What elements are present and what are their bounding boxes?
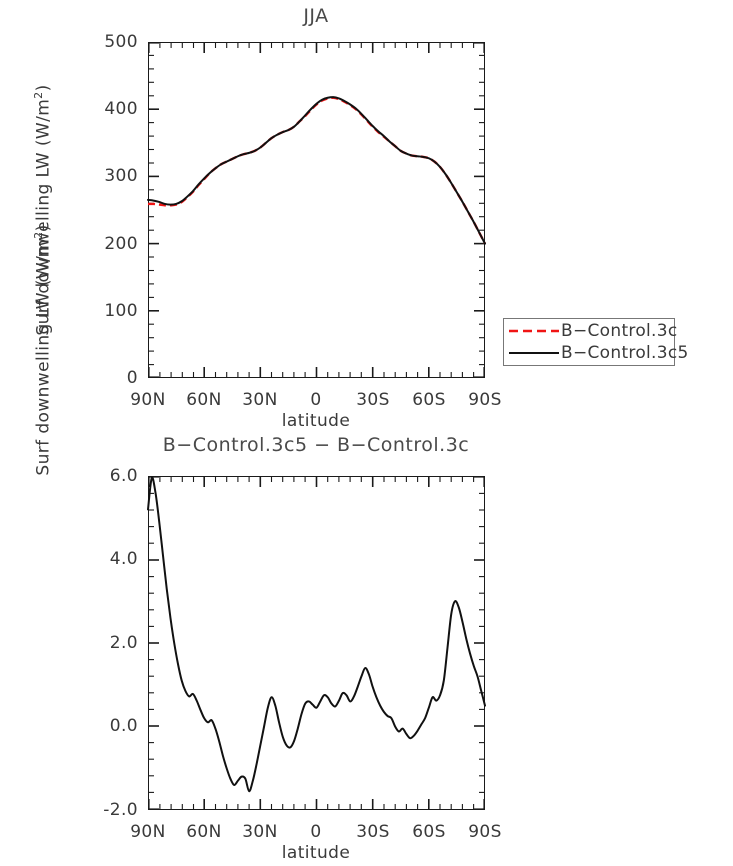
top-ytick-label: 0 [60,368,138,388]
legend-box: B−Control.3c B−Control.3c5 [503,318,675,366]
series-line-difference [148,478,485,792]
top-xtick-label: 30S [356,390,390,410]
legend-item-b-control-3c5: B−Control.3c5 [508,342,670,364]
bottom-ytick-label: 4.0 [55,549,138,569]
top-plot-title: JJA [303,5,328,27]
top-xtick-label: 30N [242,390,278,410]
top-xtick-label: 60N [186,390,222,410]
bottom-axis-ticks [148,476,485,810]
bottom-xtick-label: 30S [356,822,390,842]
top-ytick-label: 200 [60,234,138,254]
legend-swatch-solid [508,347,560,359]
top-xtick-label: 90N [130,390,166,410]
bottom-xtick-label: 0 [310,822,321,842]
series-line-b-control-3c [148,98,485,244]
bottom-plot-area [148,476,485,810]
top-ytick-label: 400 [60,99,138,119]
legend-swatch-dashed [508,325,560,337]
panel-bottom: B−Control.3c5 − B−Control.3c Surf downwe… [0,430,733,866]
legend-item-b-control-3c: B−Control.3c [508,320,670,342]
series-line-b-control-3c5 [148,97,485,244]
top-ytick-label: 500 [60,32,138,52]
bottom-xtick-label: 30N [242,822,278,842]
legend-label-b-control-3c5: B−Control.3c5 [560,343,689,363]
bottom-xtick-label: 90S [468,822,502,842]
bottom-ytick-label: -2.0 [55,800,138,820]
bottom-ytick-label: 2.0 [55,633,138,653]
top-plot-area [148,42,485,378]
top-xtick-label: 60S [412,390,446,410]
bottom-xtick-label: 60S [412,822,446,842]
bottom-plot-title: B−Control.3c5 − B−Control.3c [163,434,470,456]
top-ytick-label: 300 [60,166,138,186]
bottom-y-axis-title: Surf downwelling LW (W/m2) [32,224,54,475]
bottom-x-axis-title: latitude [282,843,350,863]
top-xtick-label: 90S [468,390,502,410]
bottom-xtick-label: 90N [130,822,166,842]
top-x-axis-title: latitude [282,411,350,431]
bottom-xtick-label: 60N [186,822,222,842]
panel-top: JJA Surf downwelling LW (W/m2) latitude … [0,0,733,430]
top-ytick-label: 100 [60,301,138,321]
top-axis-ticks [148,42,485,378]
bottom-ytick-label: 0.0 [55,716,138,736]
top-xtick-label: 0 [310,390,321,410]
legend-label-b-control-3c: B−Control.3c [560,321,678,341]
bottom-ytick-label: 6.0 [55,466,138,486]
figure-canvas: JJA Surf downwelling LW (W/m2) latitude … [0,0,733,866]
